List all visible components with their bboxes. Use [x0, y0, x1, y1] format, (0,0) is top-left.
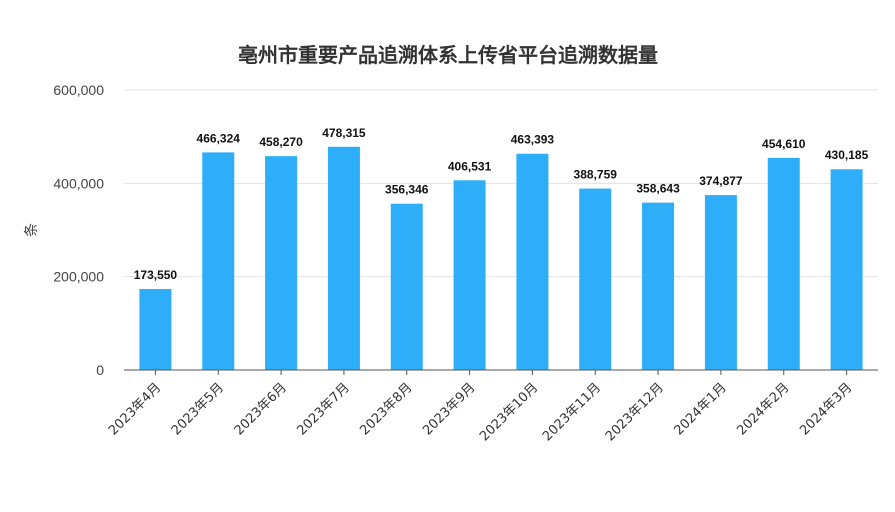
data-label: 356,346 — [385, 183, 429, 197]
x-tick-label: 2024年2月 — [734, 380, 792, 438]
x-tick-label: 2023年5月 — [169, 380, 227, 438]
y-axis-label: 条 — [23, 223, 40, 237]
bar — [327, 146, 360, 370]
x-tick-label: 2023年12月 — [603, 380, 667, 444]
y-tick-label: 0 — [96, 362, 104, 378]
bar — [390, 203, 423, 370]
x-tick-label: 2024年3月 — [797, 380, 855, 438]
x-tick-label: 2023年4月 — [106, 380, 164, 438]
bar — [265, 156, 298, 370]
bar — [453, 180, 486, 370]
data-label: 466,324 — [197, 131, 241, 145]
x-tick-label: 2023年7月 — [295, 380, 353, 438]
bar — [579, 188, 612, 370]
bar — [202, 152, 235, 370]
data-label: 454,610 — [762, 137, 806, 151]
data-label: 463,393 — [511, 133, 555, 147]
data-label: 458,270 — [259, 135, 303, 149]
bar — [704, 195, 737, 370]
data-label: 406,531 — [448, 159, 492, 173]
bar — [139, 289, 172, 370]
data-label: 173,550 — [134, 268, 178, 282]
bar — [830, 169, 863, 370]
y-tick-label: 600,000 — [53, 82, 104, 98]
data-label: 374,877 — [699, 174, 743, 188]
x-tick-label: 2023年6月 — [232, 380, 290, 438]
bar — [516, 153, 549, 370]
gridlines — [124, 89, 878, 278]
x-tick-label: 2023年8月 — [357, 380, 415, 438]
chart-title: 亳州市重要产品追溯体系上传省平台追溯数据量 — [238, 43, 658, 67]
data-labels: 173,550 466,324 458,270 478,315 356,346 406,5… — [134, 126, 869, 282]
x-tick-label: 2023年9月 — [420, 380, 478, 438]
bars — [139, 146, 863, 370]
x-axis-ticks: 2023年4月 2023年5月 2023年6月 2023年7月 2023年8月 2023年… — [106, 370, 855, 444]
bar — [642, 202, 675, 370]
x-tick-label: 2023年11月 — [540, 380, 604, 444]
data-label: 358,643 — [636, 182, 680, 196]
y-axis-ticks: 0 200,000 400,000 600,000 — [53, 82, 104, 378]
y-tick-label: 400,000 — [53, 175, 104, 191]
x-tick-label: 2023年10月 — [477, 380, 541, 444]
bar — [767, 157, 800, 370]
data-label: 388,759 — [574, 168, 618, 182]
data-label: 478,315 — [322, 126, 366, 140]
y-tick-label: 200,000 — [53, 269, 104, 285]
x-tick-label: 2024年1月 — [672, 380, 730, 438]
data-label: 430,185 — [825, 148, 869, 162]
